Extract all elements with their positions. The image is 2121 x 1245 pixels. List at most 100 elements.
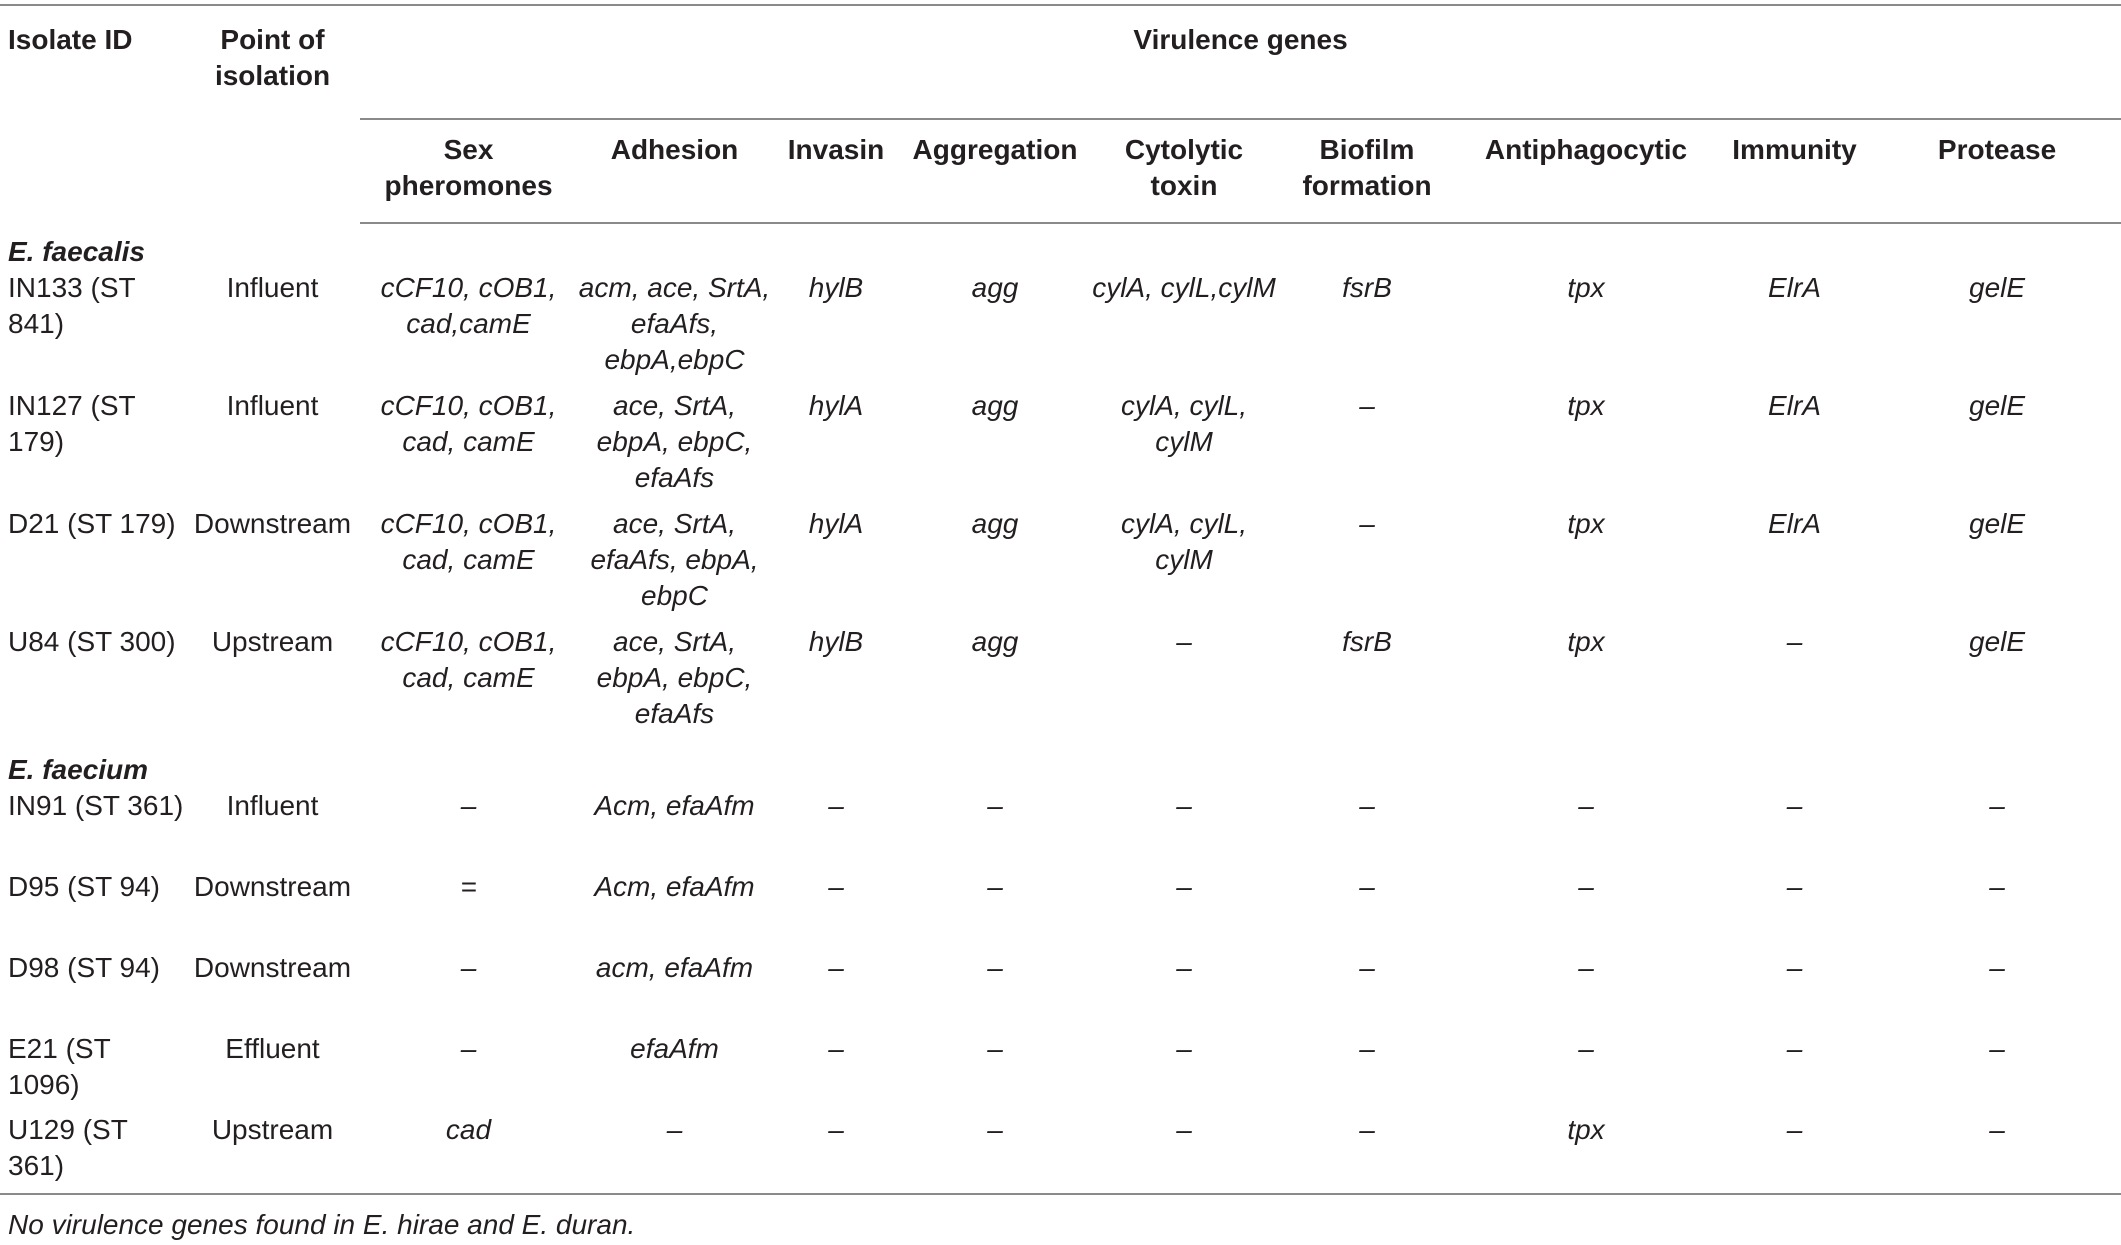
header-row-1: Isolate ID Point of isolation Virulence … xyxy=(0,4,2121,223)
table-row: D21 (ST 179) Downstream cCF10, cOB1, cad… xyxy=(0,506,2121,624)
gene-cell: – xyxy=(828,952,844,983)
isolate-id-cell: IN127 (ST 179) xyxy=(8,390,136,457)
header-isolate-id: Isolate ID xyxy=(0,4,185,223)
header-protease: Protease xyxy=(1873,118,2121,224)
isolate-id-cell: D98 (ST 94) xyxy=(8,952,160,983)
gene-cell: – xyxy=(1578,952,1594,983)
point-cell: Influent xyxy=(226,390,319,421)
gene-cell: – xyxy=(1786,790,1803,821)
gene-cell: Acm, efaAfm xyxy=(594,871,755,902)
table-row: IN91 (ST 361) Influent – Acm, efaAfm – –… xyxy=(0,788,2121,869)
gene-cell: hylB xyxy=(808,626,864,657)
gene-cell: – xyxy=(987,952,1003,983)
isolate-id-cell: IN91 (ST 361) xyxy=(8,790,184,821)
point-cell: Downstream xyxy=(193,871,352,902)
gene-cell: – xyxy=(987,871,1003,902)
table-row: U84 (ST 300) Upstream cCF10, cOB1, cad, … xyxy=(0,624,2121,742)
isolate-id-cell: U129 (ST 361) xyxy=(0,1112,185,1195)
isolate-id-cell: E21 (ST 1096) xyxy=(8,1033,111,1100)
gene-cell: – xyxy=(1359,1033,1375,1064)
table-row: U129 (ST 361) Upstream cad – – – – – tpx… xyxy=(0,1112,2121,1195)
gene-cell: – xyxy=(987,1033,1003,1064)
gene-cell: – xyxy=(1578,871,1594,902)
header-sex-pheromones: Sex pheromones xyxy=(360,118,577,224)
gene-cell: cCF10, cOB1, cad, camE xyxy=(380,508,557,575)
gene-cell: – xyxy=(1578,1033,1594,1064)
gene-cell: – xyxy=(1090,1112,1278,1195)
species-row-faecium: E. faecium xyxy=(0,742,2121,788)
point-cell: Downstream xyxy=(193,508,352,539)
gene-cell: – xyxy=(828,1033,844,1064)
header-adhesion: Adhesion xyxy=(577,118,772,224)
gene-cell: tpx xyxy=(1567,626,1605,657)
gene-cell: – xyxy=(577,1112,772,1195)
gene-cell: agg xyxy=(971,508,1019,539)
gene-cell: – xyxy=(900,1112,1090,1195)
isolate-id-cell: D21 (ST 179) xyxy=(8,508,176,539)
gene-cell: – xyxy=(1873,1112,2121,1195)
gene-cell: agg xyxy=(971,626,1019,657)
gene-cell: hylA xyxy=(808,390,864,421)
gene-cell: – xyxy=(460,1033,477,1064)
gene-cell: – xyxy=(1989,952,2005,983)
gene-cell: ace, SrtA, efaAfs, ebpA, ebpC xyxy=(590,508,759,611)
point-cell: Downstream xyxy=(193,952,352,983)
gene-cell: – xyxy=(460,952,477,983)
header-antiphagocytic: Antiphagocytic xyxy=(1456,118,1716,224)
virulence-genes-table: Isolate ID Point of isolation Virulence … xyxy=(0,4,2121,1195)
gene-cell: – xyxy=(828,790,844,821)
gene-cell: gelE xyxy=(1969,626,2026,657)
gene-cell: cCF10, cOB1, cad, camE xyxy=(380,626,557,693)
gene-cell: fsrB xyxy=(1342,272,1392,303)
gene-cell: tpx xyxy=(1567,390,1605,421)
species-label: E. faecium xyxy=(8,754,149,785)
gene-cell: – xyxy=(1176,871,1192,902)
isolate-id-cell: U84 (ST 300) xyxy=(8,626,176,657)
gene-cell: cCF10, cOB1, cad,camE xyxy=(380,272,557,339)
point-cell: Effluent xyxy=(225,1033,320,1064)
header-aggregation: Aggregation xyxy=(900,118,1090,224)
gene-cell: – xyxy=(1989,871,2005,902)
gene-cell: – xyxy=(1716,1112,1873,1195)
isolate-id-cell: D95 (ST 94) xyxy=(8,871,160,902)
gene-cell: – xyxy=(987,790,1003,821)
gene-cell: cad xyxy=(360,1112,577,1195)
gene-cell: hylA xyxy=(808,508,864,539)
gene-cell: – xyxy=(772,1112,900,1195)
gene-cell: – xyxy=(1786,952,1803,983)
gene-cell: – xyxy=(1786,1033,1803,1064)
gene-cell: ace, SrtA, ebpA, ebpC, efaAfs xyxy=(596,390,753,493)
gene-cell: ElrA xyxy=(1768,272,1821,303)
gene-cell: gelE xyxy=(1969,272,2026,303)
header-row-2: Sex pheromones Adhesion Invasin Aggregat… xyxy=(0,118,2121,224)
gene-cell: cCF10, cOB1, cad, camE xyxy=(380,390,557,457)
gene-cell: = xyxy=(460,871,477,902)
gene-cell: gelE xyxy=(1969,508,2026,539)
gene-cell: – xyxy=(1278,1112,1456,1195)
gene-cell: agg xyxy=(971,390,1019,421)
gene-cell: – xyxy=(1989,790,2005,821)
gene-cell: – xyxy=(1359,871,1375,902)
gene-cell: ElrA xyxy=(1768,390,1821,421)
gene-cell: ElrA xyxy=(1768,508,1821,539)
isolate-id-cell: IN133 (ST 841) xyxy=(8,272,136,339)
point-cell: Upstream xyxy=(185,1112,360,1195)
header-immunity: Immunity xyxy=(1716,118,1873,224)
gene-cell: ace, SrtA, ebpA, ebpC, efaAfs xyxy=(596,626,753,729)
point-cell: Influent xyxy=(226,272,319,303)
gene-cell: – xyxy=(1359,508,1375,539)
table-row: D98 (ST 94) Downstream – acm, efaAfm – –… xyxy=(0,950,2121,1031)
table-row: E21 (ST 1096) Effluent – efaAfm – – – – … xyxy=(0,1031,2121,1112)
gene-cell: agg xyxy=(971,272,1019,303)
gene-cell: – xyxy=(1578,790,1594,821)
point-cell: Influent xyxy=(226,790,319,821)
header-point-of-isolation: Point of isolation xyxy=(185,4,360,223)
table-row: IN127 (ST 179) Influent cCF10, cOB1, cad… xyxy=(0,388,2121,506)
point-cell: Upstream xyxy=(211,626,334,657)
gene-cell: – xyxy=(1359,390,1375,421)
table-row: D95 (ST 94) Downstream = Acm, efaAfm – –… xyxy=(0,869,2121,950)
gene-cell: acm, ace, SrtA, efaAfs, ebpA,ebpC xyxy=(578,272,771,375)
header-cytolytic-toxin: Cytolytic toxin xyxy=(1090,118,1278,224)
gene-cell: – xyxy=(1176,1033,1192,1064)
gene-cell: – xyxy=(1359,952,1375,983)
